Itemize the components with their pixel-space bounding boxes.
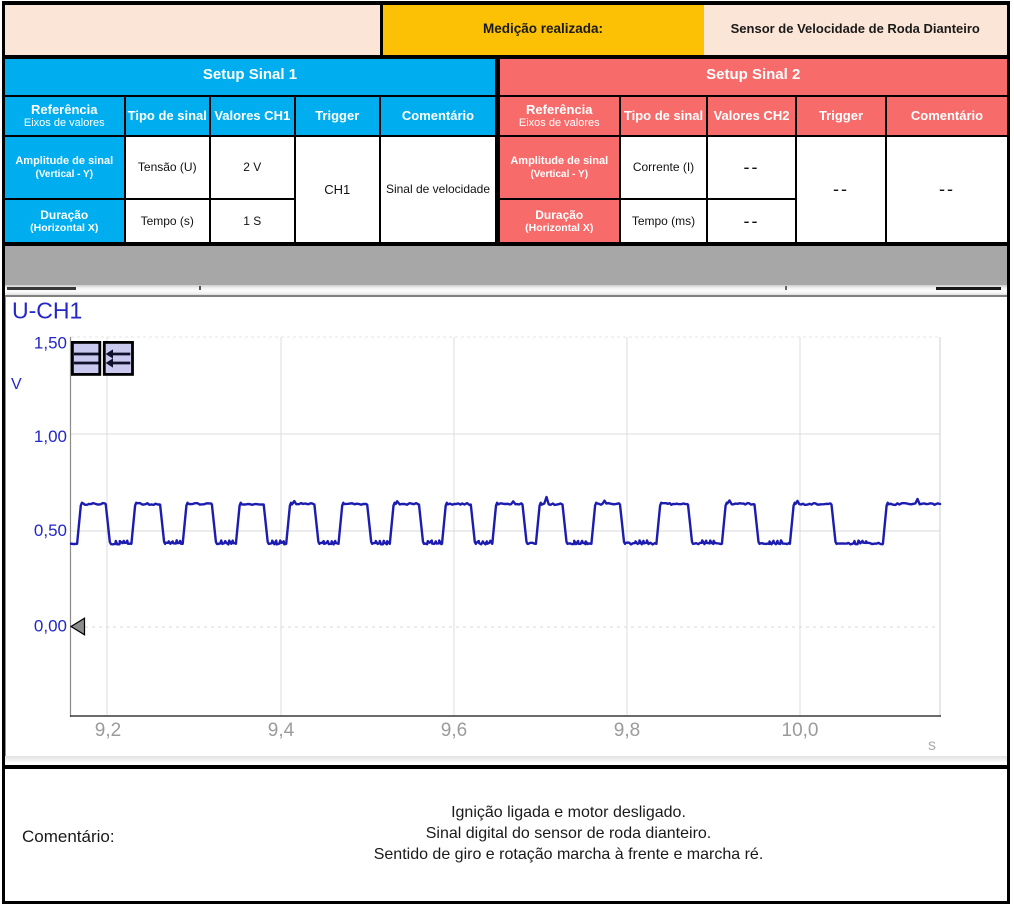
- svg-text:9,8: 9,8: [614, 720, 640, 741]
- svg-text:0,50: 0,50: [34, 521, 67, 540]
- svg-text:9,2: 9,2: [95, 720, 121, 741]
- svg-text:9,6: 9,6: [441, 720, 467, 741]
- svg-text:s: s: [928, 737, 936, 754]
- svg-text:10,0: 10,0: [782, 720, 819, 741]
- svg-text:0,00: 0,00: [34, 617, 67, 636]
- svg-text:1,50: 1,50: [34, 334, 67, 353]
- svg-text:V: V: [11, 376, 22, 393]
- svg-text:U-CH1: U-CH1: [12, 298, 82, 324]
- svg-text:1,00: 1,00: [34, 427, 67, 446]
- svg-text:9,4: 9,4: [268, 720, 295, 741]
